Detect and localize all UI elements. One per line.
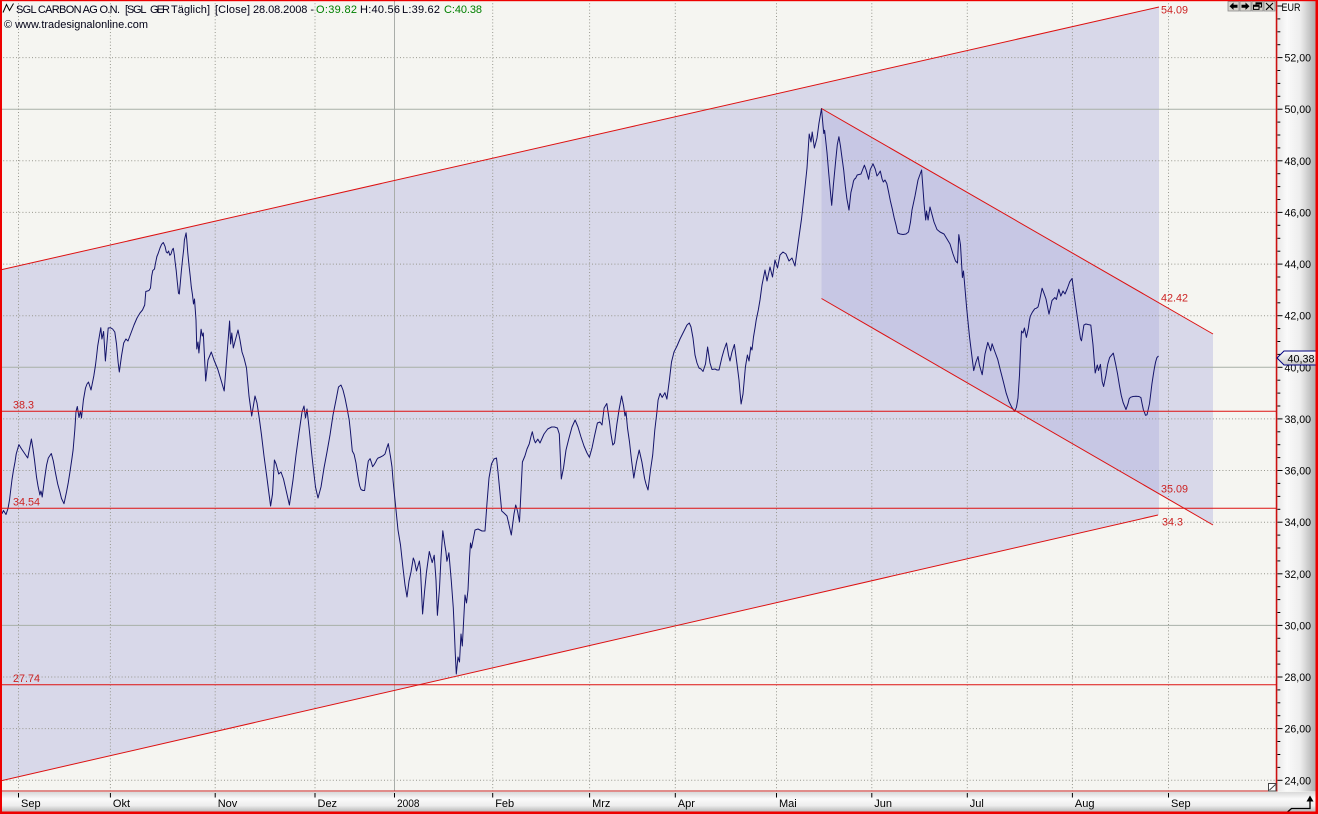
svg-text:36,00: 36,00 (1285, 466, 1312, 478)
svg-text:26,00: 26,00 (1285, 724, 1312, 736)
svg-text:40,38: 40,38 (1288, 354, 1315, 366)
svg-text:28,00: 28,00 (1285, 672, 1312, 684)
svg-text:Apr: Apr (678, 798, 695, 810)
svg-text:Sep: Sep (21, 798, 41, 810)
svg-text:Aug: Aug (1075, 798, 1095, 810)
svg-text:Sep: Sep (1171, 798, 1191, 810)
svg-text:30,00: 30,00 (1285, 620, 1312, 632)
svg-text:35.09: 35.09 (1161, 484, 1188, 496)
svg-text:44,00: 44,00 (1285, 259, 1312, 271)
svg-text:48,00: 48,00 (1285, 156, 1312, 168)
svg-text:42,00: 42,00 (1285, 311, 1312, 323)
svg-text:27.74: 27.74 (13, 673, 40, 685)
svg-text:Jun: Jun (874, 798, 892, 810)
svg-text:34.3: 34.3 (1162, 517, 1183, 529)
svg-text:42.42: 42.42 (1161, 293, 1188, 305)
svg-text:Mrz: Mrz (592, 798, 610, 810)
svg-text:Feb: Feb (495, 798, 514, 810)
svg-text:54.09: 54.09 (1161, 5, 1188, 17)
svg-text:34,00: 34,00 (1285, 517, 1312, 529)
svg-text:32,00: 32,00 (1285, 569, 1312, 581)
svg-text:52,00: 52,00 (1285, 53, 1312, 65)
svg-text:2008: 2008 (397, 798, 420, 810)
svg-text:50,00: 50,00 (1285, 104, 1312, 116)
svg-text:38,00: 38,00 (1285, 414, 1312, 426)
svg-text:Okt: Okt (113, 798, 130, 810)
svg-text:34.54: 34.54 (13, 497, 40, 509)
svg-text:38.3: 38.3 (13, 400, 34, 412)
svg-text:Jul: Jul (970, 798, 984, 810)
svg-text:Dez: Dez (318, 798, 338, 810)
svg-text:46,00: 46,00 (1285, 207, 1312, 219)
svg-text:EUR: EUR (1282, 2, 1301, 14)
svg-text:24,00: 24,00 (1285, 775, 1312, 787)
svg-text:Mai: Mai (779, 798, 797, 810)
svg-text:© www.tradesignalonline.com: © www.tradesignalonline.com (4, 19, 148, 31)
svg-text:Nov: Nov (218, 798, 238, 810)
